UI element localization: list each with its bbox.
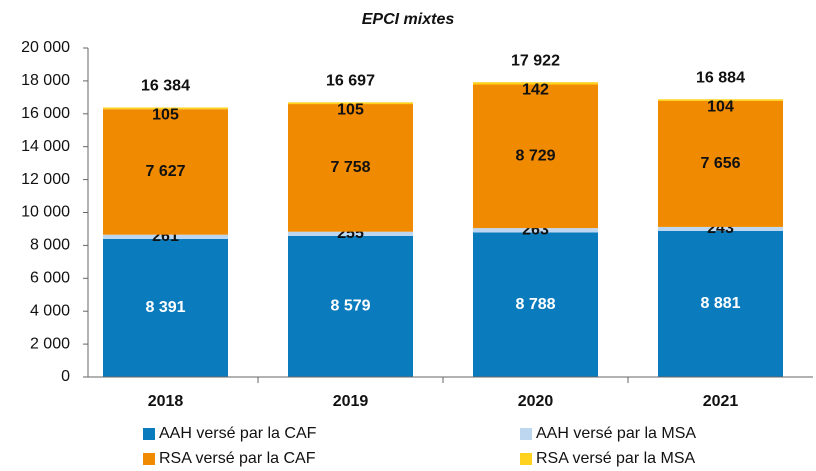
value-label: 8 391	[145, 299, 185, 316]
bar-segment	[658, 230, 783, 377]
value-label: 142	[522, 82, 549, 99]
bar-segment	[473, 82, 598, 85]
bar-segment	[658, 226, 783, 231]
value-label: 104	[707, 98, 734, 115]
bar-segment	[288, 102, 413, 105]
y-tick-label: 0	[61, 368, 70, 385]
x-tick-label: 2020	[518, 393, 554, 410]
legend-swatch	[143, 453, 155, 465]
bar-segment	[103, 107, 228, 110]
legend-label: AAH versé par la CAF	[159, 425, 317, 442]
bar-segment	[473, 228, 598, 233]
y-tick-label: 10 000	[21, 204, 70, 221]
bar-segment	[103, 109, 228, 235]
value-label: 7 627	[145, 163, 185, 180]
value-label: 105	[152, 107, 179, 124]
bar-segment	[288, 104, 413, 232]
legend-label: AAH versé par la MSA	[536, 425, 696, 442]
y-tick-label: 8 000	[30, 237, 70, 254]
value-label: 7 656	[700, 155, 740, 172]
y-tick-label: 12 000	[21, 171, 70, 188]
legend-swatch	[143, 428, 155, 440]
y-tick-label: 18 000	[21, 72, 70, 89]
y-tick-label: 6 000	[30, 270, 70, 287]
legend-swatch	[520, 428, 532, 440]
bar-segment	[473, 84, 598, 229]
bar-segment	[473, 232, 598, 377]
legend-label: RSA versé par la MSA	[536, 450, 696, 467]
bar-segment	[658, 100, 783, 227]
value-label: 105	[337, 101, 364, 118]
value-label: 8 881	[700, 295, 740, 312]
bar-segment	[658, 99, 783, 101]
value-label: 7 758	[330, 159, 370, 176]
legend-label: RSA versé par la CAF	[159, 450, 316, 467]
total-label: 16 384	[141, 78, 190, 95]
x-tick-label: 2021	[703, 393, 739, 410]
value-label: 8 729	[515, 148, 555, 165]
bar-segment	[288, 235, 413, 377]
y-tick-label: 16 000	[21, 105, 70, 122]
total-label: 17 922	[511, 52, 560, 69]
x-tick-label: 2019	[333, 393, 369, 410]
bar-segment	[103, 238, 228, 377]
legend-swatch	[520, 453, 532, 465]
value-label: 8 579	[330, 298, 370, 315]
chart-title: EPCI mixtes	[362, 11, 455, 28]
y-tick-label: 4 000	[30, 302, 70, 319]
total-label: 16 884	[696, 69, 745, 86]
y-tick-label: 14 000	[21, 138, 70, 155]
x-tick-label: 2018	[148, 393, 184, 410]
y-tick-label: 2 000	[30, 335, 70, 352]
bar-segment	[103, 234, 228, 239]
bar-segment	[288, 231, 413, 236]
y-tick-label: 20 000	[21, 39, 70, 56]
value-label: 8 788	[515, 296, 555, 313]
total-label: 16 697	[326, 73, 375, 90]
